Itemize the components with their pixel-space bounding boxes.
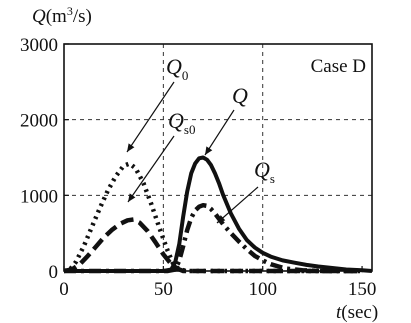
y-tick-label: 2000 [20, 111, 58, 132]
y-tick-label: 0 [49, 262, 59, 283]
plot-frame [63, 43, 373, 272]
x-tick-label: 0 [59, 279, 69, 300]
annotation-label: Qs [254, 157, 275, 186]
series-line-q-s0 [63, 217, 363, 274]
series-line-q-s [64, 202, 363, 274]
y-tick-label: 3000 [20, 35, 58, 56]
y-axis-label: Q(m3/s) [32, 4, 92, 27]
x-tick-label: 50 [154, 279, 173, 300]
x-axis-label: t(sec) [336, 302, 378, 323]
annotation-label: Q0 [166, 54, 188, 83]
annotation-label: Qs0 [168, 108, 195, 137]
arrowhead-icon [127, 143, 135, 152]
annotation-arrow [216, 186, 259, 224]
arrowhead-icon [128, 193, 136, 202]
annotation-label: Q [232, 83, 248, 108]
x-tick-label: 100 [248, 279, 277, 300]
grid [64, 44, 372, 271]
arrowhead-icon [217, 215, 226, 223]
series-line-q-0 [63, 161, 363, 274]
annotation-arrow [126, 81, 175, 153]
series-lines [63, 155, 373, 274]
tick-labels: 0 1000 2000 3000 0 50 100 150 [20, 35, 376, 300]
series-line-q [64, 155, 373, 273]
annotation-arrow [204, 109, 235, 156]
arrowhead-icon [205, 146, 213, 155]
annotations: Q0 Qs0 Q Qs [126, 54, 275, 224]
annotation-arrow [127, 135, 175, 203]
x-tick-label: 150 [348, 279, 377, 300]
y-tick-label: 1000 [20, 186, 58, 207]
case-label: Case D [311, 56, 366, 77]
